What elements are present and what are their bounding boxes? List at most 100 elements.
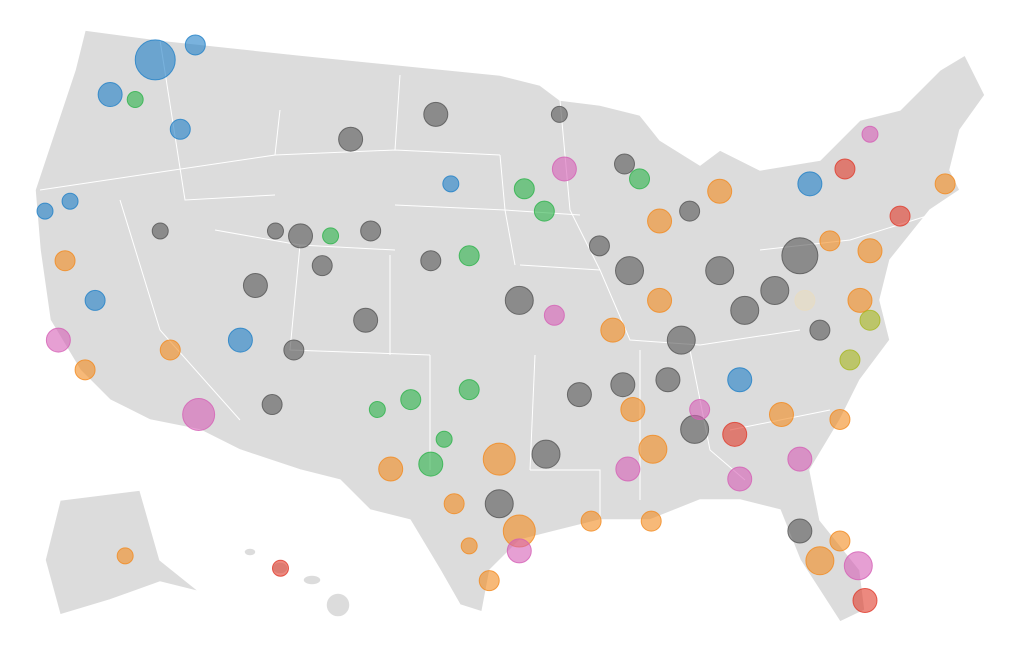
bubble: [151, 222, 169, 240]
bubble: [551, 156, 577, 182]
bubble: [533, 200, 555, 222]
bubble: [834, 158, 856, 180]
bubble: [423, 101, 449, 127]
bubble: [550, 105, 568, 123]
bubble: [435, 430, 453, 448]
bubble: [640, 510, 662, 532]
bubble: [368, 401, 386, 419]
bubble: [458, 379, 480, 401]
bubble: [614, 153, 635, 175]
bubble: [288, 223, 314, 249]
bubble: [588, 235, 610, 257]
bubble: [227, 327, 253, 353]
bubble-layer: [36, 34, 956, 613]
bubble: [482, 442, 516, 476]
bubble: [45, 327, 71, 353]
bubble: [857, 238, 883, 264]
bubble: [730, 295, 760, 325]
bubble: [727, 466, 753, 492]
bubble: [797, 171, 823, 197]
bubble: [680, 414, 710, 444]
bubble: [338, 126, 364, 152]
bubble: [809, 319, 831, 341]
bubble: [861, 125, 879, 143]
bubble: [442, 175, 460, 193]
bubble: [242, 273, 268, 299]
bubble: [506, 538, 532, 564]
bubble: [36, 202, 54, 220]
bubble: [580, 510, 602, 532]
bubble: [689, 399, 711, 421]
bubble: [169, 118, 191, 140]
bubble: [116, 547, 134, 565]
bubble: [84, 289, 106, 311]
bubble: [843, 551, 873, 581]
bubble: [182, 397, 216, 431]
bubble: [543, 304, 565, 326]
bubble: [615, 256, 645, 286]
bubble: [647, 287, 673, 313]
bubble: [722, 421, 748, 447]
bubble: [478, 570, 500, 592]
bubble: [889, 205, 911, 227]
bubble: [768, 401, 794, 427]
bubble: [418, 451, 444, 477]
bubble: [61, 192, 79, 210]
bubble: [460, 537, 478, 555]
bubble: [610, 372, 636, 398]
bubble: [566, 382, 592, 408]
bubble: [97, 82, 123, 108]
bubble: [378, 456, 404, 482]
bubble: [819, 230, 841, 252]
bubble: [847, 287, 873, 313]
bubble: [126, 91, 144, 109]
bubble: [679, 200, 701, 222]
bubble: [420, 250, 442, 272]
bubble: [159, 339, 181, 361]
bubble: [400, 389, 422, 411]
bubble: [839, 349, 861, 371]
bubble: [311, 255, 333, 277]
bubble: [360, 220, 382, 242]
hawaii: [243, 547, 351, 618]
bubble: [705, 256, 735, 286]
bubble: [934, 173, 956, 195]
bubble: [859, 309, 881, 331]
bubble: [600, 317, 626, 343]
bubble: [531, 439, 561, 469]
bubble: [322, 227, 340, 245]
bubble: [513, 178, 535, 200]
bubble: [655, 367, 681, 393]
bubble: [620, 397, 646, 423]
bubble: [484, 489, 514, 519]
bubble: [353, 307, 379, 333]
bubble: [852, 587, 878, 613]
bubble: [184, 34, 206, 56]
bubble: [727, 367, 753, 393]
bubble: [443, 493, 465, 515]
bubble: [760, 275, 790, 305]
bubble: [54, 250, 76, 272]
bubble: [707, 178, 733, 204]
bubble: [638, 434, 668, 464]
bubble: [458, 245, 480, 267]
bubble: [74, 359, 96, 381]
bubble: [615, 456, 641, 482]
bubble: [805, 546, 835, 576]
bubble: [794, 289, 816, 311]
bubble: [829, 530, 851, 552]
bubble: [629, 168, 651, 190]
bubble: [829, 408, 851, 430]
bubble: [781, 237, 819, 275]
bubble: [647, 208, 673, 234]
bubble: [266, 222, 284, 240]
bubble: [134, 39, 176, 81]
bubble: [261, 394, 283, 416]
bubble: [666, 325, 696, 355]
bubble: [271, 559, 289, 577]
bubble: [787, 446, 813, 472]
bubble: [283, 339, 305, 361]
bubble: [504, 285, 534, 315]
bubble: [787, 518, 813, 544]
